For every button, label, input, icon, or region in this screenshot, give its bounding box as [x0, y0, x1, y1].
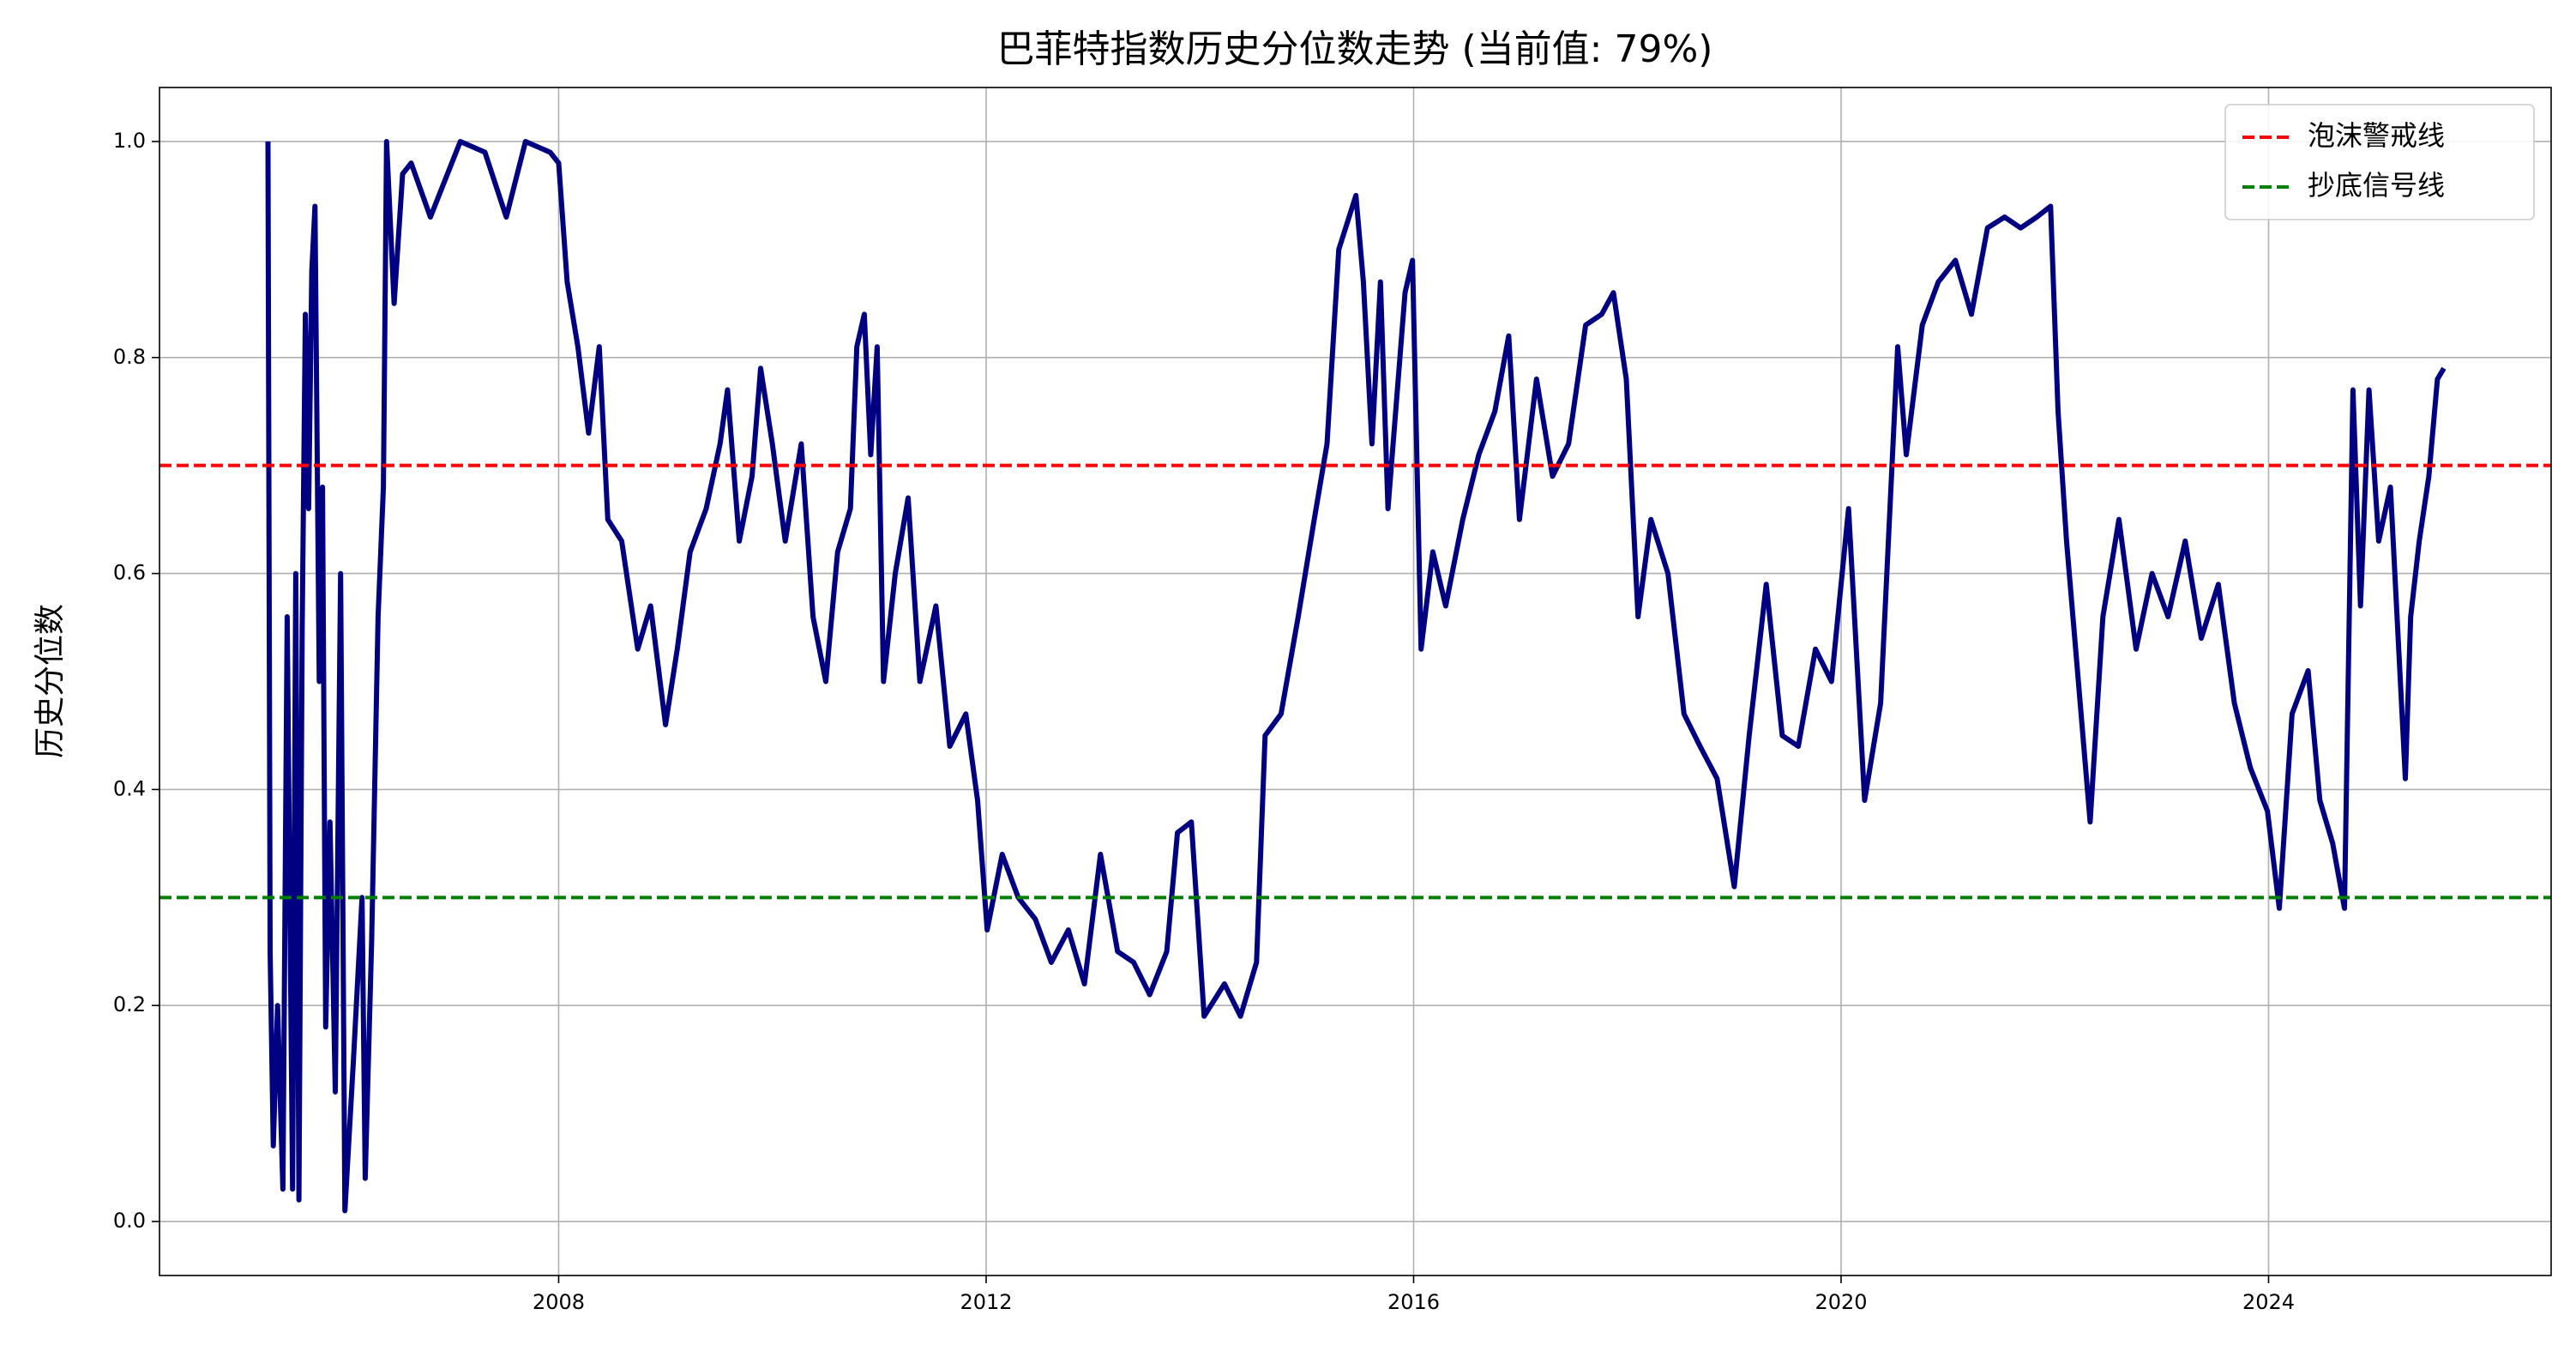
y-tick-label: 0.8 — [113, 345, 146, 369]
data-line — [265, 139, 2447, 1214]
legend-label: 泡沫警戒线 — [2308, 119, 2445, 152]
y-tick-label: 0.0 — [113, 1209, 146, 1233]
y-tick-label: 0.6 — [113, 561, 146, 585]
plot-frame — [159, 87, 2552, 1276]
x-tick-label: 2012 — [960, 1290, 1012, 1314]
x-tick-label: 2016 — [1387, 1290, 1440, 1314]
x-tick-label: 2008 — [533, 1290, 585, 1314]
y-tick-label: 0.2 — [113, 992, 146, 1016]
x-tick-label: 2020 — [1815, 1290, 1867, 1314]
y-tick-label: 1.0 — [113, 129, 146, 153]
legend-label: 抄底信号线 — [2308, 169, 2445, 202]
y-axis-label: 历史分位数 — [33, 604, 68, 758]
y-tick-label: 0.4 — [113, 776, 146, 800]
legend-box — [2224, 104, 2535, 220]
x-tick-label: 2024 — [2242, 1290, 2295, 1314]
chart-title: 巴菲特指数历史分位数走势 (当前值: 79%) — [997, 27, 1713, 71]
